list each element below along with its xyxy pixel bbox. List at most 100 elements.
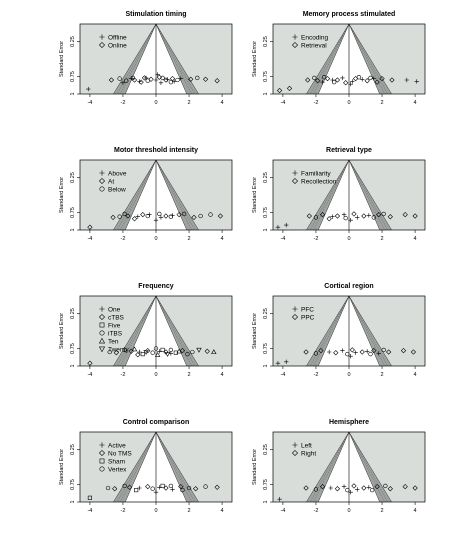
- x-tick-label: 2: [188, 100, 191, 106]
- funnel-edge: [155, 296, 199, 366]
- funnel-hatch-line: [155, 24, 192, 94]
- data-point: [124, 78, 129, 83]
- funnel-edge: [348, 160, 392, 230]
- data-point: [350, 79, 355, 84]
- data-point: [145, 483, 151, 490]
- y-tick-label: 1: [263, 364, 269, 367]
- funnel-edge: [318, 160, 350, 230]
- data-point: [412, 213, 418, 219]
- legend-label: Five: [108, 322, 121, 329]
- data-point: [345, 351, 350, 357]
- data-point: [214, 484, 220, 490]
- data-point: [202, 76, 209, 82]
- legend-label: Right: [301, 450, 316, 457]
- funnel-panel: Frequency -4 -2 0 2 4 0.25 0.75 1 Standard Error O…: [59, 283, 233, 378]
- data-point: [156, 74, 162, 80]
- y-tick-label: 1: [263, 500, 269, 503]
- legend-symbol: [98, 313, 106, 321]
- legend-symbol: [292, 34, 298, 40]
- funnel-hatch-line: [348, 160, 385, 230]
- funnel-edge: [125, 432, 157, 502]
- funnel-regions: [113, 160, 199, 230]
- data-point: [414, 79, 419, 84]
- legend-symbol: [99, 306, 105, 312]
- funnel-edge: [155, 24, 187, 94]
- data-point: [400, 347, 407, 354]
- funnel-hatch-line: [309, 24, 350, 94]
- data-point: [353, 350, 358, 355]
- data-point: [163, 77, 169, 83]
- panel-title: Stimulation timing: [125, 11, 186, 18]
- funnel-regions: [113, 24, 199, 94]
- data-point: [178, 76, 183, 81]
- y-tick-label: 1: [263, 92, 269, 95]
- x-tick-label: -4: [87, 236, 92, 242]
- data-point: [158, 80, 164, 85]
- data-point: [412, 485, 418, 491]
- data-point: [217, 213, 224, 219]
- y-tick-label: 0.75: [263, 343, 269, 354]
- data-point: [349, 347, 355, 353]
- x-tick-label: 4: [221, 372, 224, 378]
- data-point: [208, 212, 213, 217]
- data-point: [348, 490, 353, 495]
- data-point: [148, 76, 154, 82]
- x-tick-label: 0: [154, 508, 157, 514]
- data-point: [168, 214, 174, 219]
- data-point: [117, 214, 122, 219]
- legend-label: Recollection: [301, 178, 337, 185]
- data-point: [164, 352, 171, 357]
- funnel-edge: [155, 160, 199, 230]
- data-point: [211, 349, 217, 355]
- funnel-hatch-line: [155, 432, 196, 502]
- data-point: [387, 486, 393, 492]
- data-point: [126, 484, 133, 490]
- funnel-hatch-line: [120, 296, 157, 366]
- data-point: [204, 348, 210, 354]
- legend-label: PFC: [301, 306, 314, 313]
- y-tick-label: 0.25: [263, 308, 269, 319]
- data-point: [355, 487, 360, 492]
- data-point: [198, 213, 203, 219]
- data-point: [275, 361, 281, 366]
- data-point: [150, 350, 155, 355]
- legend-label: Online: [108, 42, 127, 49]
- funnel-hatch-line: [155, 160, 196, 230]
- data-point: [122, 211, 127, 217]
- y-tick-label: 0.25: [263, 36, 269, 47]
- data-point: [181, 211, 187, 217]
- data-point: [340, 348, 345, 353]
- panel-title: Cortical region: [324, 283, 373, 290]
- funnel-panel: Control comparison -4 -2 0 2 4 0.25 0.75 1 Standa…: [59, 419, 233, 514]
- legend-label: Left: [301, 442, 312, 449]
- funnel-edge: [318, 296, 350, 366]
- funnel-hatch-line: [116, 160, 157, 230]
- legend-label: Above: [108, 170, 127, 177]
- data-point: [374, 483, 380, 490]
- data-point: [163, 213, 169, 219]
- data-point: [195, 75, 200, 81]
- data-point: [343, 215, 348, 221]
- data-point: [376, 351, 381, 356]
- funnel-edge: [348, 24, 392, 94]
- x-tick-label: 2: [381, 236, 384, 242]
- y-tick-label: 0.75: [263, 71, 269, 82]
- x-tick-label: 4: [414, 100, 417, 106]
- funnel-regions: [306, 432, 392, 502]
- x-tick-label: 4: [414, 236, 417, 242]
- data-point: [175, 77, 180, 83]
- data-point: [334, 77, 341, 83]
- funnel-hatch-line: [155, 160, 192, 230]
- x-tick-label: 4: [221, 508, 224, 514]
- data-point: [168, 347, 174, 353]
- y-axis-title: Standard Error: [252, 41, 258, 77]
- data-point: [105, 485, 111, 491]
- funnel-hatch-line: [313, 160, 350, 230]
- legend-symbol: [99, 442, 105, 448]
- y-tick-label: 0.75: [70, 71, 76, 82]
- legend-symbol: [98, 346, 106, 353]
- data-point: [402, 483, 408, 490]
- data-point: [131, 216, 138, 222]
- funnel-edge: [113, 24, 157, 94]
